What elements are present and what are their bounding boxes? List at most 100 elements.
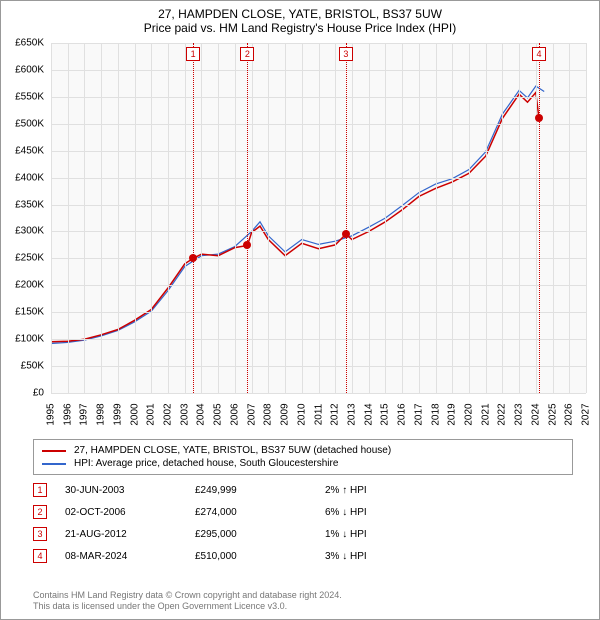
title-block: 27, HAMPDEN CLOSE, YATE, BRISTOL, BS37 5… (1, 1, 599, 37)
gridline-v (302, 43, 303, 393)
footer-line2: This data is licensed under the Open Gov… (33, 601, 342, 613)
transactions-table: 130-JUN-2003£249,9992% ↑ HPI202-OCT-2006… (33, 479, 573, 567)
gridline-v (436, 43, 437, 393)
x-tick-label: 1998 (96, 400, 107, 430)
x-tick-label: 2004 (196, 400, 207, 430)
gridline-v (385, 43, 386, 393)
legend-row: 27, HAMPDEN CLOSE, YATE, BRISTOL, BS37 5… (42, 444, 564, 457)
x-tick-label: 2022 (497, 400, 508, 430)
marker-dot (535, 114, 543, 122)
legend: 27, HAMPDEN CLOSE, YATE, BRISTOL, BS37 5… (33, 439, 573, 475)
y-tick-label: £150K (0, 307, 44, 318)
gridline-v (569, 43, 570, 393)
gridline-v (586, 43, 587, 393)
marker-dot (189, 254, 197, 262)
legend-swatch (42, 450, 66, 452)
x-tick-label: 2002 (163, 400, 174, 430)
gridline-v (402, 43, 403, 393)
x-tick-label: 1997 (79, 400, 90, 430)
marker-dot (342, 230, 350, 238)
y-tick-label: £350K (0, 199, 44, 210)
transaction-price: £295,000 (195, 529, 325, 540)
gridline-v (68, 43, 69, 393)
transaction-diff: 6% ↓ HPI (325, 507, 425, 518)
gridline-v (285, 43, 286, 393)
gridline-v (502, 43, 503, 393)
transaction-price: £510,000 (195, 551, 325, 562)
gridline-v (536, 43, 537, 393)
plot-region: 1234 (51, 43, 586, 393)
footer-line1: Contains HM Land Registry data © Crown c… (33, 590, 342, 602)
x-tick-label: 2021 (480, 400, 491, 430)
chart-area: 1234 £0£50K£100K£150K£200K£250K£300K£350… (51, 43, 586, 411)
gridline-v (268, 43, 269, 393)
x-tick-label: 2010 (296, 400, 307, 430)
gridline-v (201, 43, 202, 393)
y-tick-label: £300K (0, 226, 44, 237)
gridline-v (252, 43, 253, 393)
y-tick-label: £0 (0, 388, 44, 399)
y-tick-label: £250K (0, 253, 44, 264)
transaction-marker: 4 (33, 549, 47, 563)
gridline-v (235, 43, 236, 393)
transaction-diff: 2% ↑ HPI (325, 485, 425, 496)
transaction-row: 408-MAR-2024£510,0003% ↓ HPI (33, 545, 573, 567)
y-tick-label: £200K (0, 280, 44, 291)
chart-title: 27, HAMPDEN CLOSE, YATE, BRISTOL, BS37 5… (1, 7, 599, 21)
transaction-date: 08-MAR-2024 (65, 551, 195, 562)
legend-row: HPI: Average price, detached house, Sout… (42, 457, 564, 470)
x-tick-label: 2020 (463, 400, 474, 430)
x-tick-label: 2026 (564, 400, 575, 430)
x-tick-label: 2016 (397, 400, 408, 430)
gridline-v (486, 43, 487, 393)
gridline-h (51, 393, 586, 394)
x-tick-label: 2019 (447, 400, 458, 430)
gridline-v (84, 43, 85, 393)
x-tick-label: 2005 (213, 400, 224, 430)
x-tick-label: 1995 (46, 400, 57, 430)
marker-line (539, 43, 540, 393)
x-tick-label: 2008 (263, 400, 274, 430)
x-tick-label: 2001 (146, 400, 157, 430)
y-tick-label: £600K (0, 64, 44, 75)
y-tick-label: £500K (0, 118, 44, 129)
gridline-v (469, 43, 470, 393)
x-tick-label: 2007 (246, 400, 257, 430)
gridline-v (519, 43, 520, 393)
transaction-diff: 1% ↓ HPI (325, 529, 425, 540)
x-tick-label: 2000 (129, 400, 140, 430)
x-tick-label: 2009 (280, 400, 291, 430)
gridline-v (319, 43, 320, 393)
gridline-v (51, 43, 52, 393)
marker-dot (243, 241, 251, 249)
transaction-row: 202-OCT-2006£274,0006% ↓ HPI (33, 501, 573, 523)
gridline-v (419, 43, 420, 393)
transaction-date: 21-AUG-2012 (65, 529, 195, 540)
marker-line (193, 43, 194, 393)
y-tick-label: £50K (0, 361, 44, 372)
marker-line (346, 43, 347, 393)
transaction-date: 02-OCT-2006 (65, 507, 195, 518)
chart-subtitle: Price paid vs. HM Land Registry's House … (1, 21, 599, 35)
transaction-marker: 2 (33, 505, 47, 519)
gridline-v (168, 43, 169, 393)
x-tick-label: 2006 (229, 400, 240, 430)
x-tick-label: 2003 (179, 400, 190, 430)
x-tick-label: 2027 (581, 400, 592, 430)
transaction-marker: 1 (33, 483, 47, 497)
x-tick-label: 2014 (363, 400, 374, 430)
y-tick-label: £650K (0, 38, 44, 49)
x-tick-label: 2018 (430, 400, 441, 430)
x-tick-label: 2024 (530, 400, 541, 430)
transaction-date: 30-JUN-2003 (65, 485, 195, 496)
footer-attribution: Contains HM Land Registry data © Crown c… (33, 590, 342, 613)
chart-container: 27, HAMPDEN CLOSE, YATE, BRISTOL, BS37 5… (0, 0, 600, 620)
gridline-v (369, 43, 370, 393)
x-tick-label: 1999 (112, 400, 123, 430)
x-tick-label: 2023 (514, 400, 525, 430)
legend-swatch (42, 463, 66, 465)
x-tick-label: 2025 (547, 400, 558, 430)
y-tick-label: £100K (0, 334, 44, 345)
legend-label: 27, HAMPDEN CLOSE, YATE, BRISTOL, BS37 5… (74, 445, 391, 456)
gridline-v (352, 43, 353, 393)
